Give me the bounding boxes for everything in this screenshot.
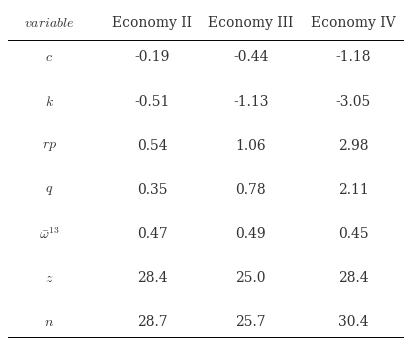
Text: 28.4: 28.4 <box>338 271 369 285</box>
Text: -0.44: -0.44 <box>233 50 268 64</box>
Text: $n$: $n$ <box>44 315 54 329</box>
Text: -1.13: -1.13 <box>233 95 268 109</box>
Text: $q$: $q$ <box>45 183 53 197</box>
Text: 25.7: 25.7 <box>236 315 266 329</box>
Text: 2.98: 2.98 <box>338 139 369 152</box>
Text: 1.06: 1.06 <box>236 139 266 152</box>
Text: 30.4: 30.4 <box>338 315 369 329</box>
Text: $z$: $z$ <box>45 271 53 285</box>
Text: 0.49: 0.49 <box>236 227 266 241</box>
Text: -0.51: -0.51 <box>134 95 170 109</box>
Text: Economy II: Economy II <box>112 16 192 30</box>
Text: Economy III: Economy III <box>208 16 293 30</box>
Text: 2.11: 2.11 <box>338 183 369 197</box>
Text: $rp$: $rp$ <box>42 139 57 152</box>
Text: 0.45: 0.45 <box>338 227 369 241</box>
Text: $c$: $c$ <box>45 50 53 64</box>
Text: $variable$: $variable$ <box>24 16 74 30</box>
Text: -0.19: -0.19 <box>134 50 170 64</box>
Text: $k$: $k$ <box>45 95 54 109</box>
Text: 28.7: 28.7 <box>137 315 167 329</box>
Text: -3.05: -3.05 <box>336 95 371 109</box>
Text: 0.54: 0.54 <box>137 139 167 152</box>
Text: 25.0: 25.0 <box>236 271 266 285</box>
Text: 28.4: 28.4 <box>137 271 167 285</box>
Text: -1.18: -1.18 <box>336 50 371 64</box>
Text: 0.35: 0.35 <box>137 183 167 197</box>
Text: 0.78: 0.78 <box>236 183 266 197</box>
Text: $\bar{\omega}^{13}$: $\bar{\omega}^{13}$ <box>39 226 60 242</box>
Text: Economy IV: Economy IV <box>311 16 396 30</box>
Text: 0.47: 0.47 <box>137 227 167 241</box>
